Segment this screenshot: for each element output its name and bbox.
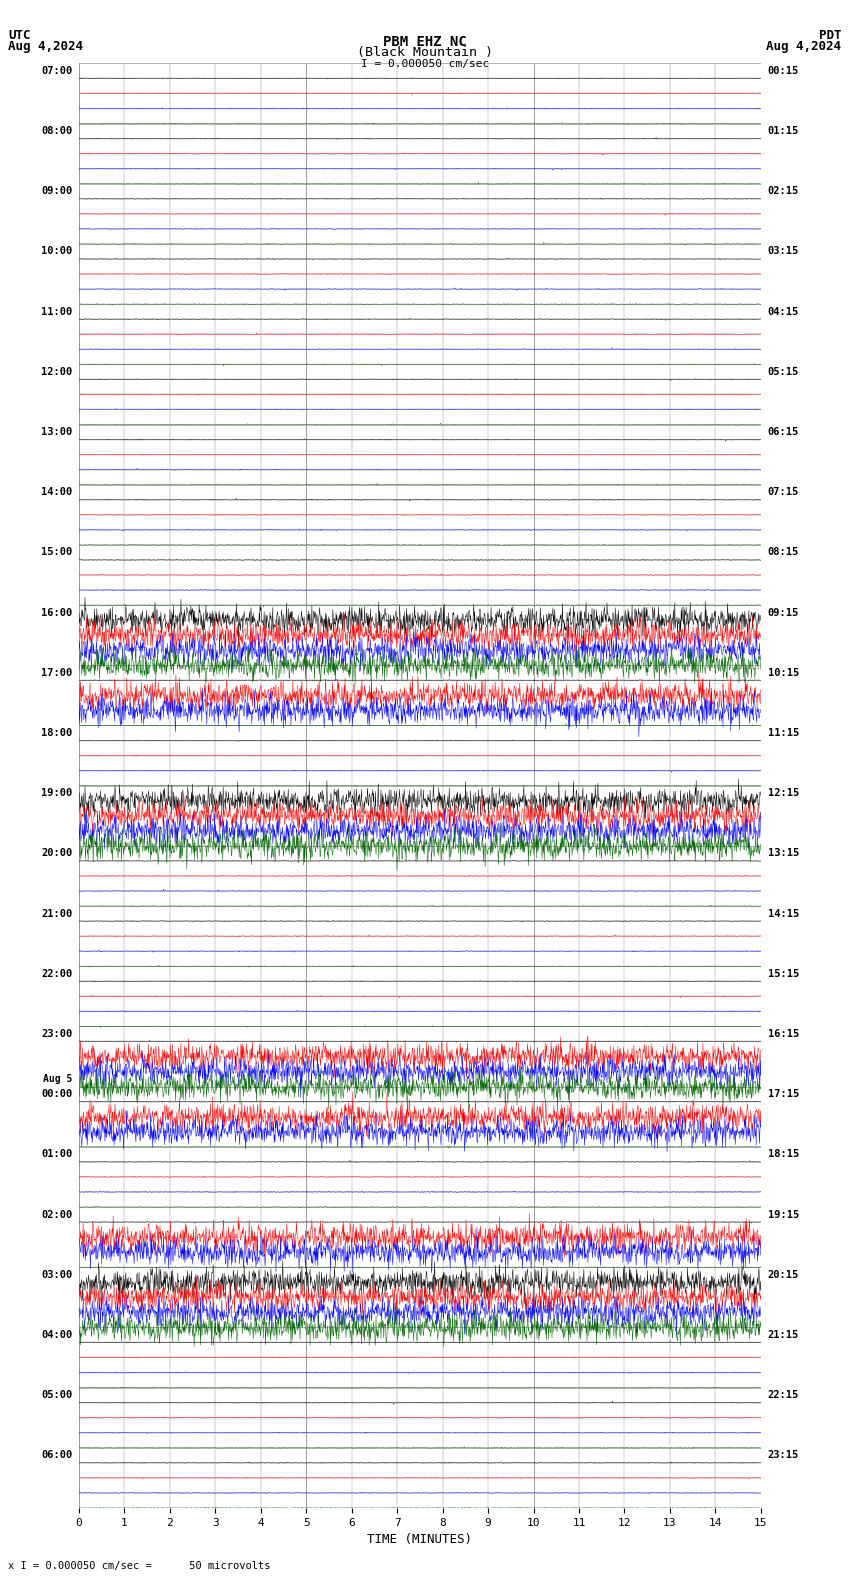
Text: 17:00: 17:00 (41, 668, 72, 678)
Text: I = 0.000050 cm/sec: I = 0.000050 cm/sec (361, 59, 489, 68)
Text: 08:15: 08:15 (768, 548, 799, 558)
Text: 02:15: 02:15 (768, 187, 799, 196)
Text: 12:15: 12:15 (768, 789, 799, 798)
Text: 04:00: 04:00 (41, 1331, 72, 1340)
Text: 15:00: 15:00 (41, 548, 72, 558)
Text: 04:15: 04:15 (768, 307, 799, 317)
Text: 20:15: 20:15 (768, 1270, 799, 1280)
Text: (Black Mountain ): (Black Mountain ) (357, 46, 493, 59)
Text: 22:15: 22:15 (768, 1391, 799, 1400)
Text: PBM EHZ NC: PBM EHZ NC (383, 35, 467, 49)
Text: 19:15: 19:15 (768, 1210, 799, 1220)
Text: 20:00: 20:00 (41, 849, 72, 859)
Text: 00:00: 00:00 (41, 1090, 72, 1099)
Text: 08:00: 08:00 (41, 127, 72, 136)
Text: 15:15: 15:15 (768, 969, 799, 979)
Text: Aug 4,2024: Aug 4,2024 (767, 40, 842, 52)
Text: 03:00: 03:00 (41, 1270, 72, 1280)
Text: Aug 4,2024: Aug 4,2024 (8, 40, 83, 52)
Text: 00:15: 00:15 (768, 67, 799, 76)
Text: 01:00: 01:00 (41, 1150, 72, 1159)
Text: 11:00: 11:00 (41, 307, 72, 317)
Text: 01:15: 01:15 (768, 127, 799, 136)
Text: 10:00: 10:00 (41, 247, 72, 257)
Text: 18:00: 18:00 (41, 729, 72, 738)
Text: 06:15: 06:15 (768, 428, 799, 437)
X-axis label: TIME (MINUTES): TIME (MINUTES) (367, 1533, 473, 1546)
Text: 18:15: 18:15 (768, 1150, 799, 1159)
Text: 16:00: 16:00 (41, 608, 72, 618)
Text: 14:15: 14:15 (768, 909, 799, 919)
Text: 21:15: 21:15 (768, 1331, 799, 1340)
Text: 13:15: 13:15 (768, 849, 799, 859)
Text: 13:00: 13:00 (41, 428, 72, 437)
Text: x I = 0.000050 cm/sec =      50 microvolts: x I = 0.000050 cm/sec = 50 microvolts (8, 1562, 271, 1571)
Text: 05:15: 05:15 (768, 367, 799, 377)
Text: 07:00: 07:00 (41, 67, 72, 76)
Text: 11:15: 11:15 (768, 729, 799, 738)
Text: 19:00: 19:00 (41, 789, 72, 798)
Text: 21:00: 21:00 (41, 909, 72, 919)
Text: 16:15: 16:15 (768, 1030, 799, 1039)
Text: 02:00: 02:00 (41, 1210, 72, 1220)
Text: Aug 5: Aug 5 (42, 1074, 72, 1083)
Text: 17:15: 17:15 (768, 1090, 799, 1099)
Text: 09:00: 09:00 (41, 187, 72, 196)
Text: 09:15: 09:15 (768, 608, 799, 618)
Text: 23:15: 23:15 (768, 1451, 799, 1460)
Text: 03:15: 03:15 (768, 247, 799, 257)
Text: 14:00: 14:00 (41, 488, 72, 497)
Text: 23:00: 23:00 (41, 1030, 72, 1039)
Text: PDT: PDT (819, 29, 842, 41)
Text: 10:15: 10:15 (768, 668, 799, 678)
Text: UTC: UTC (8, 29, 31, 41)
Text: 12:00: 12:00 (41, 367, 72, 377)
Text: 06:00: 06:00 (41, 1451, 72, 1460)
Text: 05:00: 05:00 (41, 1391, 72, 1400)
Text: 22:00: 22:00 (41, 969, 72, 979)
Text: 07:15: 07:15 (768, 488, 799, 497)
